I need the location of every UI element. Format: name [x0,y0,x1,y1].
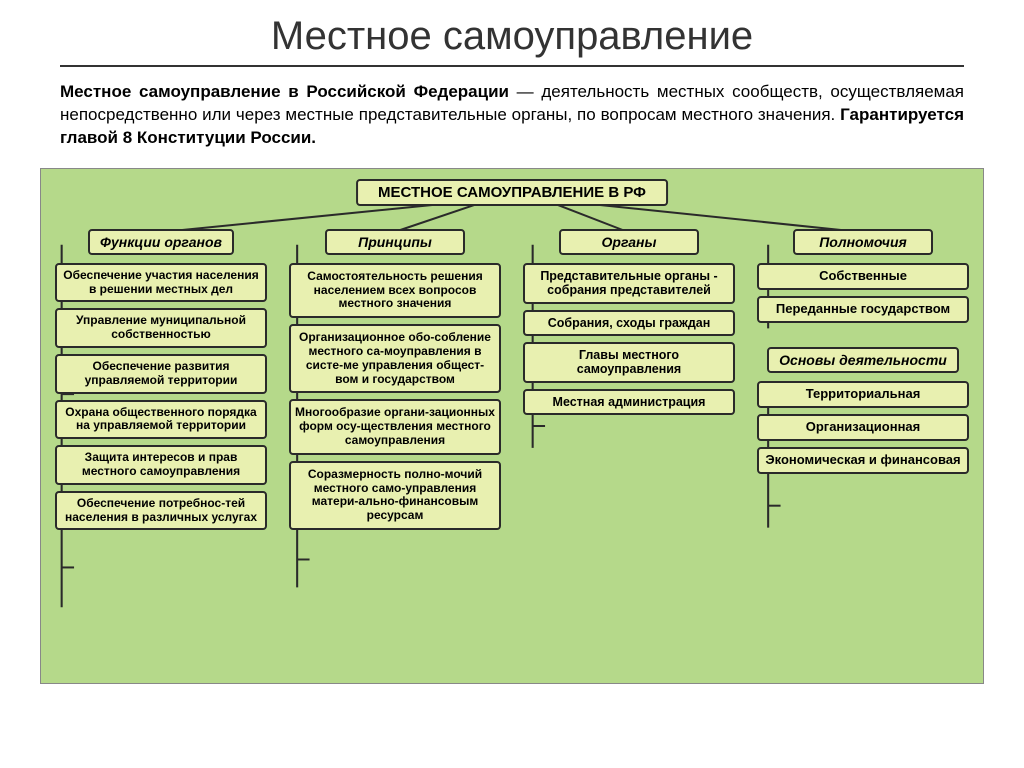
node: Территориальная [757,381,969,408]
page-title: Местное самоуправление [0,0,1024,65]
node: Обеспечение участия населения в решении … [55,263,267,303]
node: Самостоятельность решения населением все… [289,263,501,318]
col-head-basis: Основы деятельности [767,347,959,373]
node: Собрания, сходы граждан [523,310,735,336]
node: Организационное обо-собление местного са… [289,324,501,393]
intro-paragraph: Местное самоуправление в Российской Феде… [60,81,964,150]
intro-bold-1: Местное самоуправление в Российской Феде… [60,82,509,101]
node: Обеспечение потребнос-тей населения в ра… [55,491,267,531]
node: Собственные [757,263,969,290]
title-underline [60,65,964,67]
node: Главы местного самоуправления [523,342,735,383]
col-head-principles: Принципы [325,229,465,255]
node: Местная администрация [523,389,735,415]
column-powers: Полномочия Собственные Переданные госуда… [757,229,969,537]
root-node: МЕСТНОЕ САМОУПРАВЛЕНИЕ В РФ [356,179,668,206]
columns-row: Функции органов Обеспечение участия насе… [55,229,969,537]
node: Обеспечение развития управляемой террито… [55,354,267,394]
node: Многообразие органи-зационных форм осу-щ… [289,399,501,454]
col-head-powers: Полномочия [793,229,933,255]
node: Охрана общественного порядка на управляе… [55,400,267,440]
node: Переданные государством [757,296,969,323]
node: Организационная [757,414,969,441]
col-head-organs: Органы [559,229,699,255]
node: Соразмерность полно-мочий местного само-… [289,461,501,530]
node: Управление муниципальной собственностью [55,308,267,348]
col-head-functions: Функции органов [88,229,234,255]
node: Экономическая и финансовая [757,447,969,474]
diagram-container: МЕСТНОЕ САМОУПРАВЛЕНИЕ В РФ Функции орга… [40,168,984,684]
node: Представительные органы - собрания предс… [523,263,735,304]
column-principles: Принципы Самостоятельность решения насел… [289,229,501,537]
node: Защита интересов и прав местного самоупр… [55,445,267,485]
column-organs: Органы Представительные органы - собрани… [523,229,735,537]
column-functions: Функции органов Обеспечение участия насе… [55,229,267,537]
